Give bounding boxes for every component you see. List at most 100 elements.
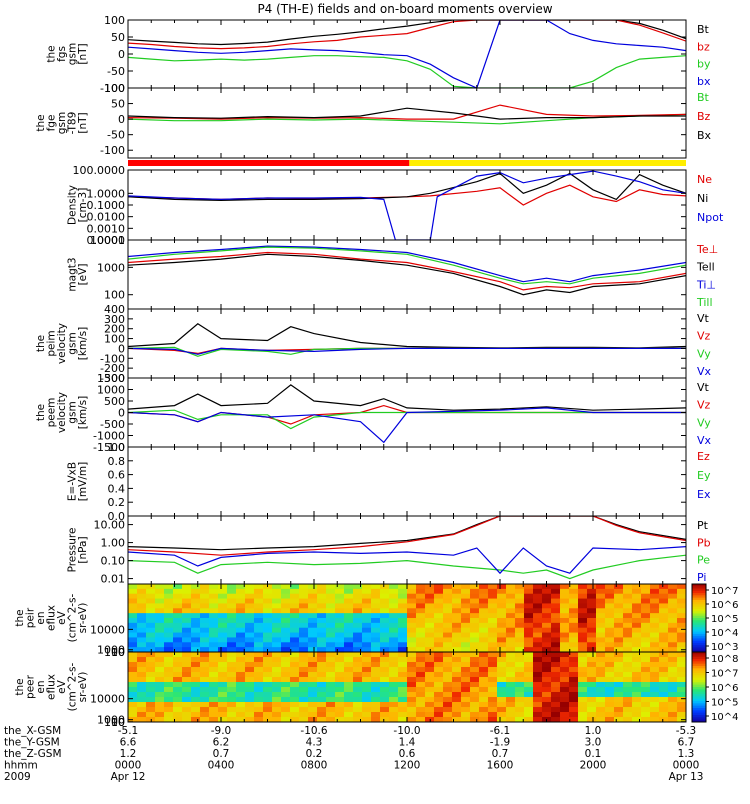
spectrogram-cell <box>155 657 165 663</box>
spectrogram-cell <box>470 717 480 722</box>
spectrogram-cell <box>389 712 399 718</box>
spectrogram-cell <box>416 692 426 698</box>
spectrogram-cell <box>470 618 480 624</box>
spectrogram-cell <box>137 637 147 643</box>
spectrogram-cell <box>407 608 417 614</box>
spectrogram-cell <box>245 598 255 605</box>
spectrogram-cell <box>272 588 282 595</box>
spectrogram-cell <box>371 603 381 609</box>
spectrogram-cell <box>551 712 561 718</box>
spectrogram-cell <box>407 697 417 703</box>
spectrogram-cell <box>641 717 651 722</box>
spectrogram-cell <box>461 707 471 713</box>
spectrogram-cell <box>479 632 489 639</box>
spectrogram-cell <box>443 657 453 663</box>
spectrogram-cell <box>560 697 570 703</box>
spectrogram-cell <box>128 603 138 609</box>
spectrogram-cell <box>128 608 138 614</box>
spectrogram-cell <box>353 598 363 605</box>
spectrogram-cell <box>488 642 498 648</box>
y-axis-label: (cm^2-s- <box>67 662 79 711</box>
legend-entry: by <box>697 58 711 71</box>
spectrogram-cell <box>326 608 336 614</box>
spectrogram-cell <box>668 662 678 668</box>
spectrogram-cell <box>470 598 480 605</box>
spectrogram-cell <box>479 667 489 673</box>
spectrogram-cell <box>137 618 147 624</box>
spectrogram-cell <box>209 667 219 673</box>
spectrogram-cell <box>191 618 201 624</box>
spectrogram-cell <box>326 697 336 703</box>
spectrogram-cell <box>155 622 165 629</box>
panel-peer: 10^810^710^610^510^410000100010010thepee… <box>14 651 738 729</box>
colorbar-swatch <box>692 670 706 674</box>
spectrogram-cell <box>299 622 309 629</box>
spectrogram-cell <box>173 672 183 678</box>
colorbar-swatch <box>692 588 706 592</box>
spectrogram-cell <box>326 677 336 683</box>
spectrogram-cell <box>200 682 210 688</box>
spectrogram-cell <box>281 647 291 652</box>
spectrogram-cell <box>587 697 597 703</box>
spectrogram-cell <box>380 608 390 614</box>
spectrogram-cell <box>335 613 345 619</box>
spectrogram-cell <box>650 622 660 629</box>
y-tick-label: 0 <box>118 48 125 61</box>
spectrogram-cell <box>470 627 480 634</box>
spectrogram-cell <box>416 584 426 590</box>
spectrogram-cell <box>587 627 597 634</box>
spectrogram-cell <box>479 707 489 713</box>
spectrogram-cell <box>200 593 210 600</box>
spectrogram-cell <box>632 712 642 718</box>
y-tick-label: -1000 <box>93 430 125 443</box>
spectrogram-cell <box>362 682 372 688</box>
spectrogram-cell <box>416 667 426 673</box>
spectrogram-cell <box>263 593 273 600</box>
spectrogram-cell <box>209 642 219 648</box>
spectrogram-cell <box>173 603 183 609</box>
spectrogram-cell <box>623 667 633 673</box>
spectrogram-cell <box>515 603 525 609</box>
spectrogram-cell <box>344 598 354 605</box>
spectrogram-cell <box>362 667 372 673</box>
spectrogram-cell <box>182 642 192 648</box>
spectrogram-cell <box>335 682 345 688</box>
spectrogram-cell <box>371 702 381 708</box>
spectrogram-cell <box>569 697 579 703</box>
spectrogram-cell <box>218 702 228 708</box>
spectrogram-cell <box>470 632 480 639</box>
spectrogram-cell <box>398 657 408 663</box>
spectrogram-cell <box>317 697 327 703</box>
spectrogram-cell <box>137 642 147 648</box>
spectrogram-cell <box>677 667 686 673</box>
spectrogram-cell <box>614 637 624 643</box>
spectrogram-cell <box>560 692 570 698</box>
spectrogram-cell <box>470 588 480 595</box>
spectrogram-cell <box>335 657 345 663</box>
spectrogram-cell <box>668 707 678 713</box>
spectrogram-cell <box>335 697 345 703</box>
spectrogram-cell <box>389 672 399 678</box>
spectrogram-cell <box>677 662 686 668</box>
spectrogram-cell <box>191 642 201 648</box>
spectrogram-cell <box>146 622 156 629</box>
spectrogram-cell <box>623 613 633 619</box>
spectrogram-cell <box>353 707 363 713</box>
spectrogram-cell <box>272 647 282 652</box>
spectrogram-cell <box>596 647 606 652</box>
panel-frame <box>127 308 687 379</box>
spectrogram-cell <box>353 627 363 634</box>
spectrogram-cell <box>641 652 651 658</box>
spectrogram-cell <box>272 672 282 678</box>
spectrogram-cell <box>497 642 507 648</box>
spectrogram-cell <box>578 692 588 698</box>
spectrogram-cell <box>623 598 633 605</box>
spectrogram-cell <box>623 647 633 652</box>
spectrogram-cell <box>515 652 525 658</box>
spectrogram-cell <box>146 593 156 600</box>
spectrogram-cell <box>542 588 552 595</box>
spectrogram-cell <box>425 593 435 600</box>
spectrogram-cell <box>317 662 327 668</box>
spectrogram-cell <box>155 682 165 688</box>
spectrogram-cell <box>344 667 354 673</box>
